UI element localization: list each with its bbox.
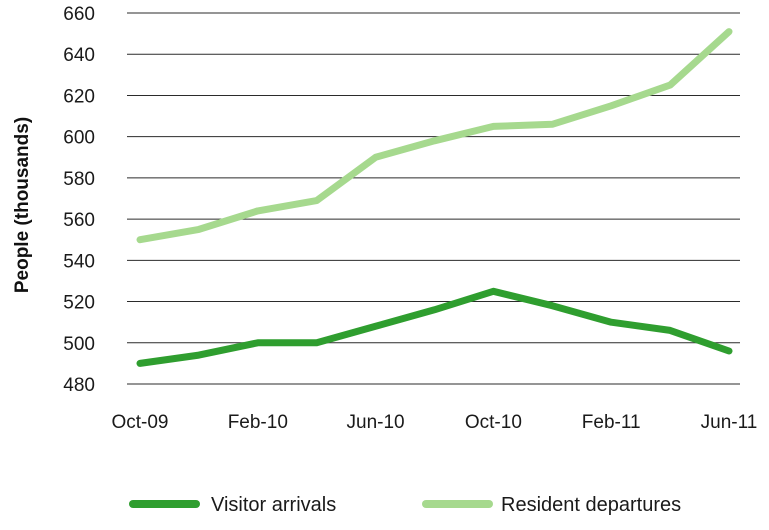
y-tick-label: 620 [63,86,95,107]
y-tick-label: 640 [63,45,95,66]
y-tick-label: 480 [63,375,95,396]
legend: Visitor arrivals Resident departures [129,494,681,516]
x-tick-label: Oct-10 [465,412,522,433]
gridlines [127,12,740,385]
y-tick-label: 580 [63,169,95,190]
x-tick-label: Jun-11 [701,412,758,433]
y-axis-tick-labels: 480 500 520 540 560 580 600 620 640 660 [63,4,95,396]
y-axis-title: People (thousands) [12,117,33,293]
y-tick-label: 520 [63,293,95,314]
x-tick-label: Feb-11 [582,412,641,433]
y-tick-label: 660 [63,4,95,25]
series-line-1 [136,28,733,244]
series-line-0 [136,287,733,367]
x-axis-tick-labels: Oct-09 Feb-10 Jun-10 Oct-10 Feb-11 Jun-11 [111,412,757,433]
y-tick-label: 600 [63,128,95,149]
y-tick-label: 560 [63,210,95,231]
legend-label-0: Visitor arrivals [211,494,336,516]
y-tick-label: 500 [63,334,95,355]
legend-label-1: Resident departures [501,494,681,516]
x-tick-label: Jun-10 [347,412,405,433]
y-tick-label: 540 [63,251,95,272]
x-tick-label: Oct-09 [111,412,168,433]
x-tick-label: Feb-10 [228,412,288,433]
series-lines [136,28,733,367]
